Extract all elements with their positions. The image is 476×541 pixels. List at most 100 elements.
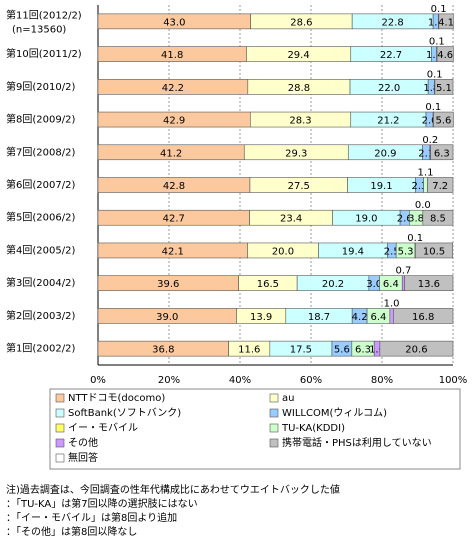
category-label: 第9回(2010/2) bbox=[6, 80, 75, 93]
category-label: 第5回(2006/2) bbox=[6, 211, 75, 224]
legend-swatch bbox=[55, 408, 65, 418]
value-label: 41.2 bbox=[160, 148, 182, 159]
value-label: 23.4 bbox=[280, 214, 302, 225]
legend-swatch bbox=[55, 438, 65, 448]
value-label: 6.4 bbox=[370, 312, 386, 323]
bar-segment bbox=[423, 177, 428, 193]
legend-label: 無回答 bbox=[68, 451, 98, 464]
value-label: 42.1 bbox=[162, 246, 184, 257]
bar-segment bbox=[433, 111, 454, 128]
value-label: 1.0 bbox=[384, 298, 400, 309]
note: ：「イー・モバイル」は第8回より追加 bbox=[6, 511, 177, 524]
value-label: 11.6 bbox=[238, 345, 260, 356]
legend-label: イー・モバイル bbox=[68, 422, 138, 434]
bar-segment bbox=[401, 275, 406, 291]
value-label: 2.0 bbox=[422, 116, 438, 127]
value-label: 17.5 bbox=[290, 345, 312, 356]
value-label: 0.1 bbox=[427, 69, 443, 80]
legend-label: NTTドコモ(docomo) bbox=[68, 393, 165, 404]
legend-swatch bbox=[55, 423, 65, 433]
note: ：「TU-KA」は第7回以降の選択肢にはない bbox=[6, 497, 198, 510]
legend-label: WILLCOM(ウィルコム) bbox=[282, 407, 387, 419]
value-label: 42.9 bbox=[163, 116, 185, 127]
value-label: 28.8 bbox=[288, 83, 310, 94]
category-label: 第7回(2008/2) bbox=[6, 145, 75, 158]
value-label: 16.8 bbox=[412, 312, 434, 323]
legend-swatch bbox=[55, 453, 65, 463]
value-label: 19.0 bbox=[355, 214, 377, 225]
bar-segment bbox=[389, 308, 394, 324]
category-label: 第3回(2004/2) bbox=[6, 276, 75, 289]
value-label: 39.6 bbox=[157, 279, 179, 290]
value-label: 1.8 bbox=[423, 83, 439, 94]
bar-segment bbox=[393, 308, 454, 324]
legend-swatch bbox=[55, 393, 65, 403]
value-label: 1.5 bbox=[426, 50, 442, 61]
category-note: (n=13560) bbox=[12, 24, 66, 35]
legend-box bbox=[49, 388, 461, 470]
value-label: 41.8 bbox=[161, 50, 183, 61]
legend-label: その他 bbox=[68, 436, 98, 449]
value-label: 20.9 bbox=[374, 148, 396, 159]
value-label: 0.1 bbox=[407, 233, 423, 244]
value-label: 0.2 bbox=[422, 135, 438, 146]
legend-swatch bbox=[269, 393, 279, 403]
value-label: 0.7 bbox=[396, 266, 412, 277]
value-label: 18.7 bbox=[308, 312, 330, 323]
note: ：「その他」は第8回以降なし bbox=[6, 525, 137, 538]
value-label: 0.1 bbox=[425, 102, 441, 113]
value-label: 42.2 bbox=[162, 83, 184, 94]
value-label: 19.4 bbox=[342, 246, 364, 257]
value-label: 3.8 bbox=[408, 214, 424, 225]
value-label: 27.5 bbox=[288, 181, 310, 192]
value-label: 29.3 bbox=[285, 148, 307, 159]
value-label: 4.2 bbox=[352, 312, 368, 323]
value-label: 20.0 bbox=[272, 246, 294, 257]
legend-label: 携帯電話・PHSは利用していない bbox=[282, 436, 432, 449]
value-label: 4.6 bbox=[437, 50, 453, 61]
category-label: 第2回(2003/2) bbox=[6, 309, 75, 322]
legend-label: SoftBank(ソフトバンク) bbox=[68, 407, 181, 419]
bar-segment bbox=[404, 275, 454, 291]
value-label: 5.6 bbox=[334, 345, 350, 356]
value-label: 0.0 bbox=[415, 200, 431, 211]
value-label: 20.6 bbox=[405, 345, 427, 356]
value-label: 6.4 bbox=[383, 279, 399, 290]
value-label: 6.3 bbox=[434, 148, 450, 159]
value-label: 22.7 bbox=[380, 50, 402, 61]
x-tick-label: 60% bbox=[300, 375, 322, 386]
category-label: 第8回(2009/2) bbox=[6, 113, 75, 126]
legend-swatch bbox=[269, 423, 279, 433]
bar-segment bbox=[438, 13, 454, 30]
value-label: 28.6 bbox=[290, 17, 312, 28]
value-label: 19.1 bbox=[370, 181, 392, 192]
legend-swatch bbox=[269, 438, 279, 448]
value-label: 29.4 bbox=[287, 50, 309, 61]
x-tick-label: 0% bbox=[90, 375, 106, 386]
value-label: 2.1 bbox=[418, 148, 434, 159]
value-label: 16.5 bbox=[257, 279, 279, 290]
value-label: 22.8 bbox=[382, 17, 404, 28]
bar-segment bbox=[434, 79, 454, 95]
value-label: 0.1 bbox=[429, 37, 445, 48]
legend-label: au bbox=[282, 393, 294, 404]
value-label: 42.7 bbox=[163, 214, 185, 225]
value-label: 2.3 bbox=[411, 181, 427, 192]
value-label: 28.3 bbox=[289, 116, 311, 127]
value-label: 21.2 bbox=[377, 116, 399, 127]
value-label: 13.6 bbox=[418, 279, 440, 290]
value-label: 22.0 bbox=[378, 83, 400, 94]
category-label: 第1回(2002/2) bbox=[6, 342, 75, 355]
value-label: 43.0 bbox=[163, 17, 185, 28]
bar-segment bbox=[422, 209, 454, 226]
value-label: 2.5 bbox=[384, 246, 400, 257]
bar-segment bbox=[430, 144, 454, 161]
value-label: 7.2 bbox=[432, 181, 448, 192]
value-label: 1.5 bbox=[428, 17, 444, 28]
note: 注)過去調査は、今回調査の性年代構成比にあわせてウエイトバックした値 bbox=[6, 483, 340, 496]
x-tick-label: 20% bbox=[158, 375, 180, 386]
value-label: 42.8 bbox=[163, 181, 185, 192]
value-label: 39.0 bbox=[156, 312, 178, 323]
value-label: 6.3 bbox=[355, 345, 371, 356]
